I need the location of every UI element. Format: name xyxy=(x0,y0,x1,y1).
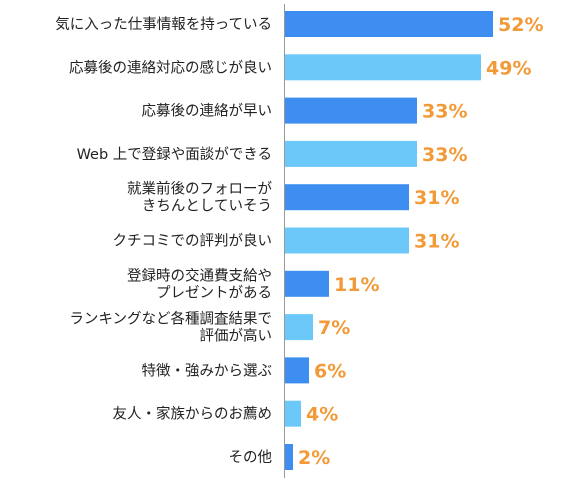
category-label-0: 気に入った仕事情報を持っている xyxy=(55,16,272,33)
category-label-line: クチコミでの評判が良い xyxy=(113,233,273,250)
value-label-2: 33% xyxy=(422,101,467,123)
value-label-1: 49% xyxy=(486,57,531,79)
value-label-6: 11% xyxy=(334,274,379,296)
category-label-7: ランキングなど各種調査結果で評価が高い xyxy=(69,311,272,345)
value-labels-group: 52% 49% 33% 33% 31% 31% 11% 7% 6% 4% 2% xyxy=(298,14,543,469)
bar-7 xyxy=(285,314,313,341)
category-label-line: 評価が高い xyxy=(200,328,273,345)
value-label-4: 31% xyxy=(414,187,459,209)
category-label-10: その他 xyxy=(229,449,273,466)
bar-2 xyxy=(285,97,417,124)
category-label-line: 登録時の交通費支給や xyxy=(127,266,272,284)
bar-4 xyxy=(285,184,409,211)
bar-0 xyxy=(285,11,493,37)
category-label-3: Web 上で登録や面談ができる xyxy=(77,146,272,163)
value-label-7: 7% xyxy=(318,317,350,339)
category-label-line: 友人・家族からのお薦め xyxy=(113,406,273,423)
bar-8 xyxy=(285,357,309,384)
category-label-2: 応募後の連絡が早い xyxy=(142,103,273,120)
category-label-line: 応募後の連絡対応の感じが良い xyxy=(69,59,272,76)
category-label-line: ランキングなど各種調査結果で xyxy=(69,311,272,328)
bar-6 xyxy=(285,270,329,297)
category-label-1: 応募後の連絡対応の感じが良い xyxy=(69,59,272,76)
category-label-8: 特徴・強みから選ぶ xyxy=(142,362,273,379)
bar-3 xyxy=(285,140,417,167)
bar-5 xyxy=(285,227,409,254)
value-label-10: 2% xyxy=(298,447,330,469)
category-label-line: 就業前後のフォローが xyxy=(127,181,272,198)
category-label-line: Web 上で登録や面談ができる xyxy=(77,146,272,163)
bar-10 xyxy=(285,444,293,470)
category-label-line: 気に入った仕事情報を持っている xyxy=(55,16,272,33)
bar-9 xyxy=(285,400,301,427)
category-label-5: クチコミでの評判が良い xyxy=(113,233,273,250)
category-label-line: きちんとしていそう xyxy=(142,198,272,215)
category-label-line: 応募後の連絡が早い xyxy=(142,103,273,120)
value-label-0: 52% xyxy=(498,14,543,36)
category-label-line: その他 xyxy=(229,449,273,466)
category-label-6: 登録時の交通費支給やプレゼントがある xyxy=(127,266,272,301)
bars-group xyxy=(285,11,493,470)
category-label-line: 特徴・強みから選ぶ xyxy=(142,362,273,379)
value-label-9: 4% xyxy=(306,404,338,426)
value-label-5: 31% xyxy=(414,231,459,253)
bar-1 xyxy=(285,54,481,81)
value-label-3: 33% xyxy=(422,144,467,166)
category-label-line: プレゼントがある xyxy=(156,284,272,301)
category-label-4: 就業前後のフォローがきちんとしていそう xyxy=(127,181,272,215)
category-label-9: 友人・家族からのお薦め xyxy=(113,406,273,423)
value-label-8: 6% xyxy=(314,360,346,382)
